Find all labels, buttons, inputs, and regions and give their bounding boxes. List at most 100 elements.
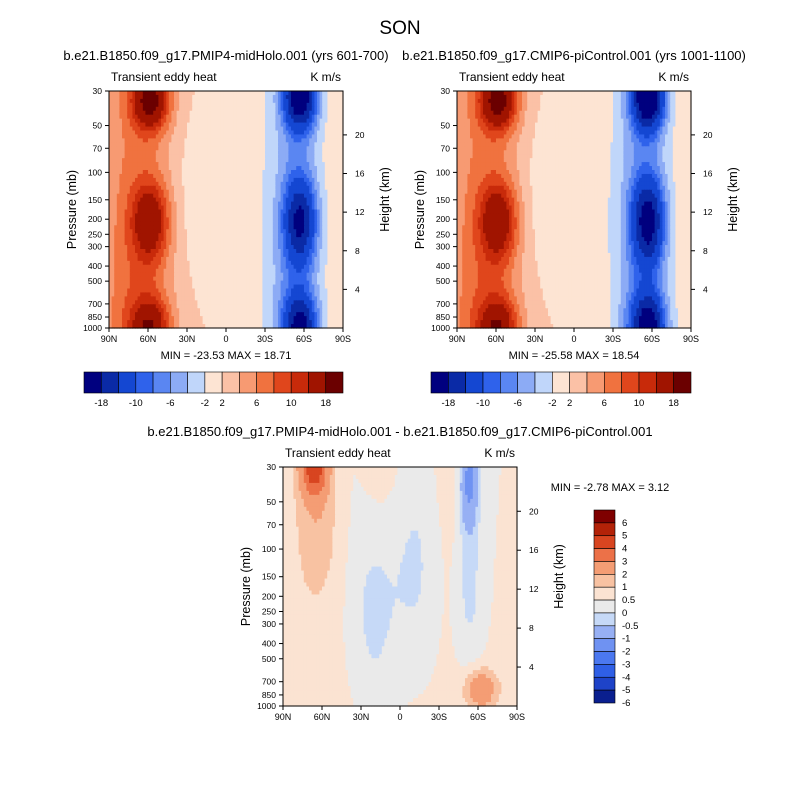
contour-cell [317,102,321,108]
contour-cell [223,118,227,124]
contour-cell [124,98,128,104]
contour-cell [137,94,141,100]
contour-cell [233,91,237,96]
contour-cell [293,98,297,104]
contour-cell [166,122,170,128]
contour-cell [314,106,318,112]
contour-cell [301,102,305,108]
contour-cell [257,114,261,120]
contour-cell [158,102,162,108]
contour-cell [288,102,292,108]
contour-cell [280,114,284,120]
contour-cell [288,122,292,128]
contour-cell [200,94,204,100]
contour-cell [124,118,128,124]
contour-cell [311,102,315,108]
contour-cell [111,114,115,120]
contour-cell [215,122,219,128]
contour-cell [194,110,198,116]
contour-cell [246,118,250,124]
contour-cell [228,110,232,116]
contour-cell [220,110,224,116]
contour-cell [213,114,217,120]
contour-cell [319,102,323,108]
contour-cell [278,91,282,96]
plot-center-title: b.e21.B1850.f09_g17.PMIP4-midHolo.001 (y… [63,48,388,63]
contour-cell [140,102,144,108]
contour-cell [148,110,152,116]
contour-cell [239,98,243,104]
contour-cell [137,122,141,128]
plot-right-title: K m/s [310,70,341,84]
contour-cell [116,122,120,128]
contour-cell [158,94,162,100]
contour-cell [176,118,180,124]
contour-cell [215,118,219,124]
contour-cell [137,110,141,116]
contour-cell [233,114,237,120]
contour-cell [145,91,149,96]
contour-cell [244,106,248,112]
contour-cell [317,106,321,112]
contour-cell [205,102,209,108]
contour-cell [291,110,295,116]
contour-cell [213,122,217,128]
contour-cell [202,91,206,96]
contour-cell [174,98,178,104]
contour-cell [189,114,193,120]
contour-cell [291,94,295,100]
contour-cell [249,94,253,100]
contour-cell [122,114,126,120]
contour-cell [233,102,237,108]
contour-cell [213,106,217,112]
contour-cell [140,110,144,116]
contour-cell [262,122,266,128]
contour-cell [291,114,295,120]
contour-cell [340,98,344,104]
contour-cell [114,106,118,112]
contour-cell [176,94,180,100]
contour-cell [197,106,201,112]
contour-cell [166,110,170,116]
contour-cell [311,91,315,96]
contour-cell [309,114,313,120]
contour-cell [304,114,308,120]
contour-cell [311,94,315,100]
contour-cell [288,94,292,100]
contour-cell [109,122,113,128]
contour-cell [228,102,232,108]
contour-cell [114,126,118,132]
contour-cell [153,102,157,108]
contour-cell [340,102,344,108]
contour-cell [171,118,175,124]
contour-cell [202,110,206,116]
contour-cell [283,122,287,128]
contour-cell [259,94,263,100]
contour-cell [181,91,185,96]
contour-cell [249,118,253,124]
contour-cell [272,106,276,112]
contour-cell [150,94,154,100]
contour-cell [278,98,282,104]
contour-cell [304,122,308,128]
page-title: SON [379,18,420,39]
contour-cell [306,91,310,96]
contour-cell [140,118,144,124]
contour-cell [179,106,183,112]
contour-cell [116,94,120,100]
contour-cell [272,98,276,104]
contour-cell [124,106,128,112]
contour-cell [252,94,256,100]
contour-cell [236,110,240,116]
contour-cell [179,94,183,100]
contour-cell [189,122,193,128]
contour-cell [278,110,282,116]
contour-cell [322,110,326,116]
contour-cell [223,102,227,108]
contour-cell [280,94,284,100]
contour-cell [298,114,302,120]
contour-cell [192,110,196,116]
contour-cell [233,110,237,116]
contour-cell [280,122,284,128]
contour-cell [109,94,113,100]
